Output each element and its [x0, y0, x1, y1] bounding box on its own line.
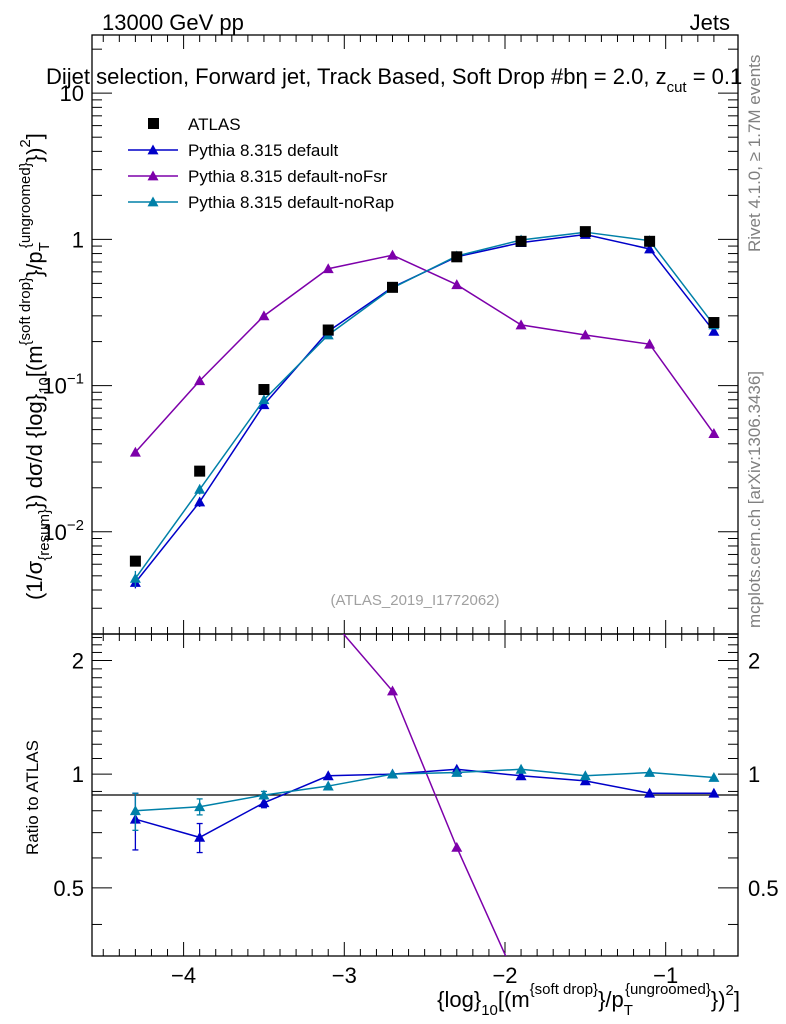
- legend-label: Pythia 8.315 default-noRap: [188, 193, 394, 212]
- pythia-8-315-default-point: [644, 243, 656, 254]
- pythia-8-315-default-nofsr-line: [134, 254, 715, 453]
- axis-ticks: [92, 35, 738, 956]
- ratio-y-axis-label: Ratio to ATLAS: [23, 740, 42, 855]
- pythia-8-315-default-nofsr-point: [451, 279, 463, 290]
- pythia-8-315-default-norap-ratio-point: [322, 780, 334, 791]
- rivet-version-label: Rivet 4.1.0, ≥ 1.7M events: [745, 55, 764, 252]
- main-y-axis-label: (1/σ{resum}}) dσ/d {log}10[(m{soft drop}…: [17, 133, 53, 600]
- y-tick-label: 10−1: [42, 371, 84, 399]
- x-tick-label: −3: [332, 963, 357, 988]
- x-tick-label: −2: [492, 963, 517, 988]
- ratio-y-tick-label: 0.5: [53, 876, 84, 901]
- ratio-y-tick-label: 1: [72, 762, 84, 787]
- pythia-8-315-default-norap-line: [134, 231, 715, 579]
- atlas-data-point: [194, 465, 206, 477]
- main-series-layer: [129, 226, 720, 589]
- pythia-8-315-default-norap-ratio-point: [451, 767, 463, 777]
- pythia-8-315-default-nofsr-ratio-point: [323, 611, 334, 621]
- pythia-8-315-default-norap-point: [258, 394, 270, 405]
- legend-entry: Pythia 8.315 default: [128, 141, 339, 160]
- pythia-8-315-default-line: [134, 233, 715, 583]
- pythia-8-315-default-norap-ratio-point: [129, 805, 141, 816]
- legend: ATLAS Pythia 8.315 default Pythia 8.315 de…: [128, 115, 394, 212]
- pythia-8-315-default-nofsr-point: [708, 428, 720, 438]
- ratio-y-tick-label-right: 1: [748, 762, 760, 787]
- pythia-8-315-default-ratio-point: [515, 770, 527, 781]
- pythia-8-315-default-norap-ratio-point: [194, 801, 206, 812]
- pythia-8-315-default-nofsr-point: [258, 310, 270, 321]
- pythia-8-315-default-point: [258, 399, 270, 410]
- pythia-8-315-default-nofsr-ratio-point: [258, 578, 269, 588]
- atlas-data-point: [129, 555, 141, 567]
- pythia-8-315-default-point: [708, 325, 720, 336]
- atlas-data-point: [258, 384, 270, 396]
- legend-entry: Pythia 8.315 default-noRap: [128, 193, 394, 212]
- pythia-8-315-default-nofsr-ratio-point: [130, 489, 141, 499]
- pythia-8-315-default-norap-ratio-point: [258, 789, 270, 800]
- ratio-y-tick-label-right: 2: [748, 648, 760, 673]
- pythia-8-315-default-nofsr-point: [644, 338, 656, 349]
- legend-label: Pythia 8.315 default-noFsr: [188, 167, 388, 186]
- atlas-data-point: [708, 317, 720, 329]
- pythia-8-315-default-nofsr-ratio-line: [342, 634, 507, 956]
- pythia-8-315-default-nofsr-point: [129, 446, 141, 457]
- atlas-data-point: [644, 235, 656, 247]
- y-tick-label: 10−2: [42, 517, 84, 545]
- legend-label: Pythia 8.315 default: [188, 141, 339, 160]
- pythia-8-315-default-nofsr-point: [194, 375, 206, 386]
- legend-marker-triangle: [147, 196, 159, 207]
- pythia-8-315-default-nofsr-point: [322, 263, 334, 274]
- y-tick-label: 10: [60, 81, 84, 106]
- legend-label: ATLAS: [188, 115, 241, 134]
- pythia-8-315-default-ratio-point: [322, 770, 334, 781]
- analysis-id: (ATLAS_2019_I1772062): [330, 592, 499, 609]
- ratio-y-tick-label: 2: [72, 648, 84, 673]
- x-tick-label: −4: [171, 963, 196, 988]
- pythia-8-315-default-nofsr-point: [579, 329, 591, 340]
- pythia-8-315-default-norap-ratio-point: [515, 763, 527, 774]
- pythia-8-315-default-ratio-point: [258, 797, 270, 808]
- pythia-8-315-default-norap-ratio-point: [579, 770, 591, 781]
- pythia-8-315-default-nofsr-ratio-point: [387, 685, 399, 696]
- legend-marker-triangle: [147, 144, 159, 155]
- atlas-data-point: [579, 226, 591, 238]
- pythia-8-315-default-ratio-point: [579, 775, 591, 786]
- legend-entry: ATLAS: [148, 115, 241, 134]
- x-tick-label: −1: [653, 963, 678, 988]
- x-axis-label: {log}10[(m{soft drop}}/pT{ungroomed}})2]: [437, 981, 740, 1019]
- plot-title: Dijet selection, Forward jet, Track Base…: [46, 64, 742, 96]
- pythia-8-315-default-ratio-point: [708, 787, 720, 798]
- pythia-8-315-default-ratio-point: [194, 831, 206, 842]
- y-tick-label: 1: [72, 227, 84, 252]
- atlas-data-point: [451, 251, 463, 263]
- energy-label: 13000 GeV pp: [102, 10, 244, 35]
- legend-marker-triangle: [147, 170, 159, 181]
- legend-marker-square: [148, 118, 159, 129]
- pythia-8-315-default-norap-ratio-point: [644, 767, 656, 777]
- pythia-8-315-default-norap-point: [194, 483, 206, 494]
- pythia-8-315-default-ratio-point: [644, 787, 656, 798]
- mcplots-label: mcplots.cern.ch [arXiv:1306.3436]: [745, 371, 764, 628]
- pythia-8-315-default-nofsr-point: [387, 249, 399, 260]
- tick-labels: −4 −3 −2 −1 10−2 10−1 1 10 0.5 0.5 1 1 2 2: [42, 81, 778, 988]
- legend-entry: Pythia 8.315 default-noFsr: [128, 167, 388, 186]
- ratio-series-layer: [129, 489, 720, 956]
- atlas-data-point: [515, 235, 527, 247]
- pythia-8-315-default-norap-ratio-line: [135, 768, 714, 812]
- process-label: Jets: [690, 10, 730, 35]
- pythia-8-315-default-nofsr-point: [515, 319, 527, 330]
- pythia-8-315-default-nofsr-ratio-point: [451, 841, 463, 852]
- atlas-data-point: [387, 281, 399, 293]
- pythia-8-315-default-norap-point: [129, 572, 141, 583]
- ratio-y-tick-label-right: 0.5: [748, 876, 779, 901]
- atlas-data-point: [322, 324, 334, 336]
- pythia-8-315-default-norap-ratio-point: [708, 771, 720, 782]
- pythia-8-315-default-nofsr-ratio-point: [194, 535, 205, 545]
- pythia-8-315-default-norap-ratio-point: [387, 768, 399, 779]
- pythia-8-315-default-point: [194, 496, 206, 507]
- pythia-8-315-default-ratio-line: [135, 768, 714, 839]
